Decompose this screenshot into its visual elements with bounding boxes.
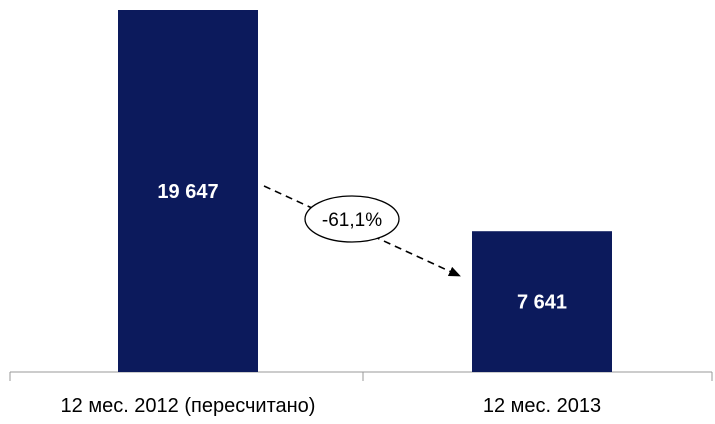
change-annotation-label: -61,1% bbox=[322, 210, 382, 231]
value-label-2013: 7 641 bbox=[517, 292, 567, 314]
category-label-2013: 12 мес. 2013 bbox=[483, 395, 601, 417]
value-label-2012: 19 647 bbox=[157, 181, 218, 203]
category-label-2012: 12 мес. 2012 (пересчитано) bbox=[61, 395, 316, 417]
